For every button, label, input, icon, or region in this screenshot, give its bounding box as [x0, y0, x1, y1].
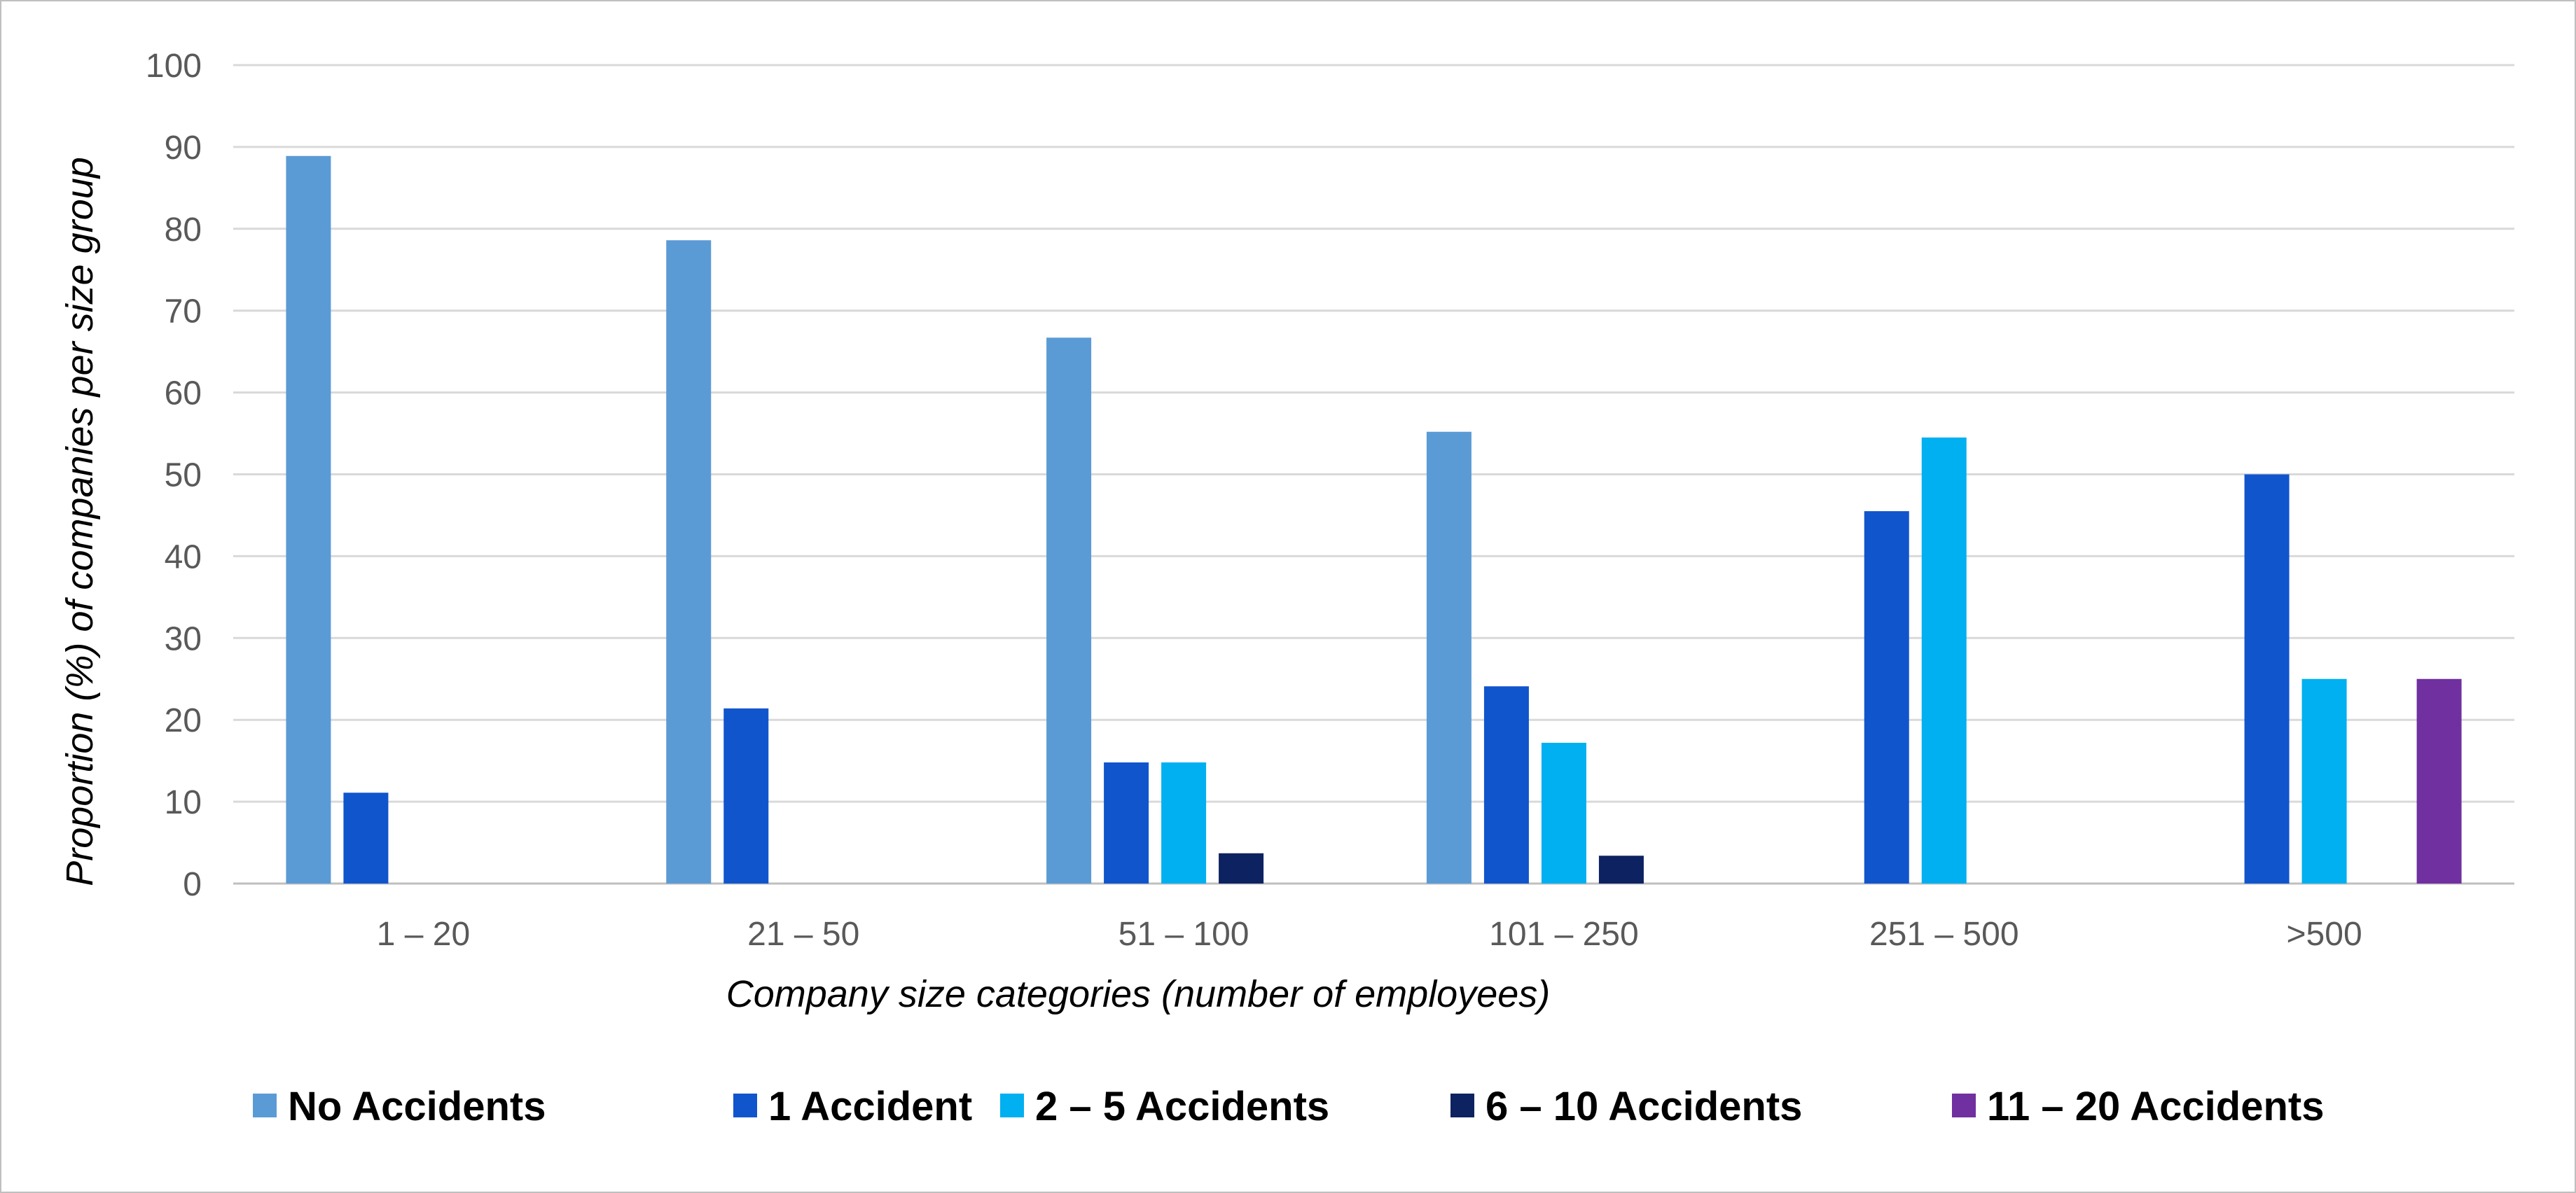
bar	[2244, 474, 2290, 884]
y-tick-label: 30	[165, 620, 202, 657]
bar	[1219, 853, 1264, 884]
bar	[666, 240, 712, 884]
y-tick-label: 0	[183, 866, 202, 903]
legend-swatch	[1952, 1094, 1976, 1117]
x-tick-label: 51 – 100	[1119, 916, 1249, 953]
bar	[1921, 437, 1967, 884]
bar	[1161, 762, 1207, 884]
bar	[1426, 431, 1471, 884]
legend-swatch	[733, 1094, 757, 1117]
bar	[1864, 511, 1909, 884]
y-tick-label: 10	[165, 784, 202, 821]
y-axis-ticks: 0 10 20 30 40 50 60 70 80 90 100	[146, 48, 202, 903]
legend-label: No Accidents	[288, 1084, 546, 1129]
bar	[1483, 686, 1529, 884]
x-axis-title: Company size categories (number of emplo…	[726, 973, 1551, 1015]
legend-swatch	[1450, 1094, 1474, 1117]
y-tick-label: 100	[146, 48, 202, 85]
y-tick-label: 90	[165, 130, 202, 167]
x-tick-label: 251 – 500	[1869, 916, 2019, 953]
legend-label: 6 – 10 Accidents	[1486, 1084, 1802, 1129]
bar	[1541, 742, 1586, 884]
x-tick-label: 1 – 20	[377, 916, 470, 953]
legend-swatch	[253, 1094, 277, 1117]
bar	[2301, 678, 2347, 884]
y-tick-label: 50	[165, 457, 202, 494]
legend-label: 2 – 5 Accidents	[1035, 1084, 1329, 1129]
x-tick-label: 101 – 250	[1489, 916, 1639, 953]
bar	[1046, 337, 1092, 884]
bar	[286, 155, 331, 884]
bar	[1598, 856, 1644, 884]
legend: No Accidents 1 Accident 2 – 5 Accidents 6 –…	[253, 1084, 2324, 1129]
gridlines	[233, 64, 2514, 885]
y-axis-title: Proportion (%) of companies per size gro…	[59, 157, 101, 886]
y-tick-label: 60	[165, 375, 202, 412]
legend-swatch	[1000, 1094, 1024, 1117]
y-tick-label: 20	[165, 702, 202, 739]
y-tick-label: 80	[165, 211, 202, 249]
legend-label: 11 – 20 Accidents	[1987, 1084, 2324, 1129]
x-axis-ticks: 1 – 20 21 – 50 51 – 100 101 – 250 251 – 500 >…	[377, 916, 2362, 953]
legend-label: 1 Accident	[768, 1084, 972, 1129]
bar	[2416, 678, 2462, 884]
bar	[1104, 762, 1149, 884]
x-tick-label: 21 – 50	[747, 916, 859, 953]
y-tick-label: 70	[165, 293, 202, 330]
x-tick-label: >500	[2287, 916, 2362, 953]
bar	[723, 708, 769, 884]
bars	[286, 155, 2462, 884]
y-tick-label: 40	[165, 538, 202, 575]
bar	[343, 793, 389, 884]
